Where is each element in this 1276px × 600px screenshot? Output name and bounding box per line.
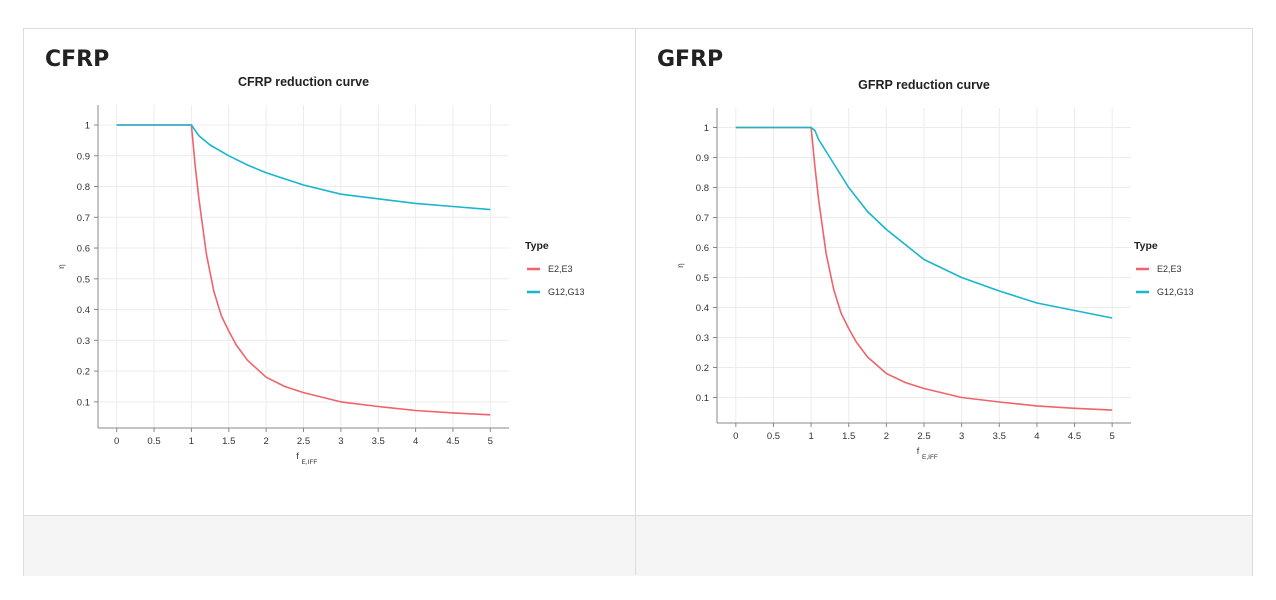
- y-tick-label: 0.9: [77, 151, 90, 162]
- x-axis-label: f: [917, 446, 920, 456]
- x-tick-label: 0.5: [767, 431, 780, 442]
- y-tick-label: 0.7: [696, 213, 709, 224]
- x-tick-label: 4.5: [1068, 431, 1081, 442]
- gfrp-chart-cell: GFRP reduction curve 0 0.5 1 1.5 2 2.5 3 3.5 4 4.5…: [636, 29, 1252, 515]
- chart-table: CFRP reduction curve 0 0.5 1 1.5 2 2.5 3 3.5 4 4.5…: [23, 28, 1253, 576]
- x-tick-label: 0.5: [147, 436, 160, 447]
- x-tick-label: 4: [1034, 431, 1039, 442]
- y-tick-label: 0.1: [77, 397, 90, 408]
- x-tick-label: 2.5: [917, 431, 930, 442]
- y-tick-label: 0.3: [696, 333, 709, 344]
- x-tick-label: 2: [884, 431, 889, 442]
- chart-title: GFRP reduction curve: [858, 78, 990, 92]
- gfrp-caption: GFRP: [657, 47, 724, 72]
- series-line-e2-e3: [116, 124, 491, 416]
- x-axis-label-subscript: E,IFF: [302, 459, 318, 466]
- cfrp-chart-cell: CFRP reduction curve 0 0.5 1 1.5 2 2.5 3 3.5 4 4.5…: [24, 29, 636, 515]
- x-tick-label: 2.5: [297, 436, 310, 447]
- y-tick-label: 0.5: [77, 274, 90, 285]
- x-tick-label: 5: [1110, 431, 1115, 442]
- y-tick-label: 0.2: [696, 363, 709, 374]
- legend-label: G12,G13: [548, 287, 585, 297]
- x-tick-label: 3.5: [993, 431, 1006, 442]
- y-axis-label: η: [57, 264, 66, 268]
- caption-row: [24, 515, 1252, 576]
- y-tick-label: 0.4: [77, 305, 90, 316]
- y-tick-label: 1: [704, 123, 709, 134]
- legend-label: E2,E3: [548, 264, 573, 274]
- legend-title: Type: [525, 240, 549, 252]
- gfrp-chart: GFRP reduction curve 0 0.5 1 1.5 2 2.5 3 3.5 4 4.5…: [676, 78, 1194, 461]
- y-tick-label: 0.3: [77, 336, 90, 347]
- x-tick-label: 5: [488, 436, 493, 447]
- x-tick-label: 1: [189, 436, 194, 447]
- x-tick-label: 3: [338, 436, 343, 447]
- x-tick-label: 1.5: [842, 431, 855, 442]
- series-line-g12-g13: [735, 126, 1113, 319]
- y-tick-label: 0.1: [696, 393, 709, 404]
- legend-title: Type: [1134, 240, 1158, 252]
- y-tick-label: 0.6: [696, 243, 709, 254]
- y-tick-label: 0.9: [696, 153, 709, 164]
- x-tick-label: 0: [733, 431, 738, 442]
- y-tick-label: 0.6: [77, 244, 90, 255]
- x-tick-label: 4.5: [446, 436, 459, 447]
- y-tick-label: 0.5: [696, 273, 709, 284]
- cfrp-chart: CFRP reduction curve 0 0.5 1 1.5 2 2.5 3 3.5 4 4.5…: [57, 75, 585, 466]
- cfrp-caption: CFRP: [45, 47, 110, 72]
- y-tick-label: 0.2: [77, 367, 90, 378]
- x-axis-label-subscript: E,IFF: [922, 454, 938, 461]
- chart-title: CFRP reduction curve: [238, 75, 369, 89]
- legend-label: E2,E3: [1157, 264, 1182, 274]
- y-tick-label: 0.4: [696, 303, 709, 314]
- x-tick-label: 1: [808, 431, 813, 442]
- y-tick-label: 0.7: [77, 213, 90, 224]
- x-tick-label: 3.5: [372, 436, 385, 447]
- x-axis-label: f: [296, 451, 299, 461]
- x-tick-label: 3: [959, 431, 964, 442]
- y-tick-label: 1: [85, 120, 90, 131]
- series-line-g12-g13: [116, 124, 491, 211]
- legend-label: G12,G13: [1157, 287, 1194, 297]
- x-tick-label: 1.5: [222, 436, 235, 447]
- x-tick-label: 2: [263, 436, 268, 447]
- y-tick-label: 0.8: [77, 182, 90, 193]
- y-axis-label: η: [676, 263, 685, 267]
- x-tick-label: 0: [114, 436, 119, 447]
- x-tick-label: 4: [413, 436, 418, 447]
- series-line-e2-e3: [735, 126, 1113, 411]
- y-tick-label: 0.8: [696, 183, 709, 194]
- caption-divider: [635, 515, 636, 575]
